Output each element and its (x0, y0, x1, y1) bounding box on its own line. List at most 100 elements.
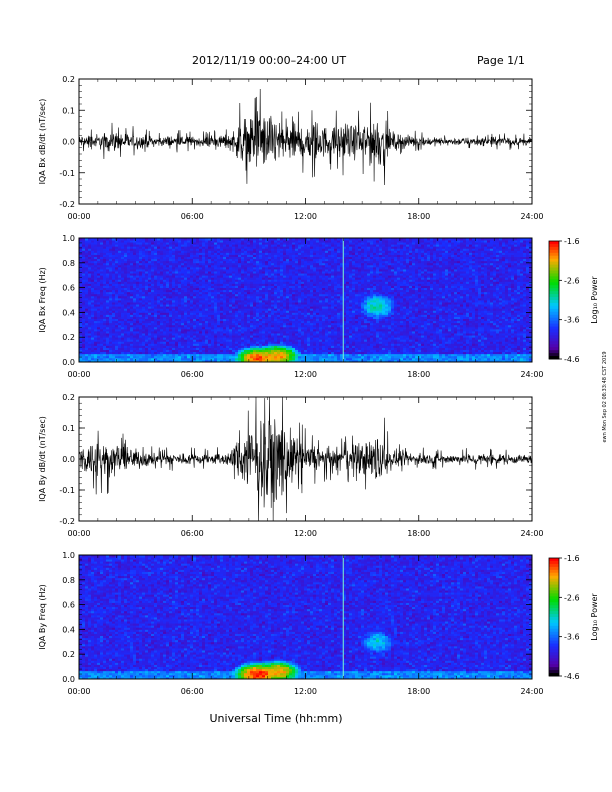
heatmap-cell (82, 258, 86, 262)
heatmap-cell (91, 264, 95, 268)
heatmap-cell (85, 324, 89, 328)
heatmap-cell (85, 349, 89, 353)
heatmap-cell (133, 289, 137, 293)
heatmap-cell (103, 304, 107, 307)
heatmap-cell (100, 291, 104, 295)
heatmap-cell (85, 271, 89, 274)
heatmap-cell (82, 316, 86, 319)
heatmap-cell (91, 248, 95, 251)
heatmap-cell (106, 291, 110, 295)
heatmap-cell (82, 312, 86, 315)
heatmap-cell (112, 331, 116, 334)
heatmap-cell (82, 353, 86, 357)
heatmap-cell (103, 285, 107, 288)
heatmap-cell (112, 273, 116, 276)
heatmap-cell (106, 297, 110, 301)
heatmap-cell (115, 316, 119, 319)
heatmap-cell (115, 269, 119, 272)
heatmap-cell (97, 318, 101, 322)
heatmap-cell (124, 347, 128, 350)
heatmap-cell (85, 277, 89, 280)
heatmap-cell (124, 283, 128, 286)
heatmap-cell (91, 357, 95, 361)
heatmap-cell (118, 347, 122, 350)
heatmap-cell (97, 279, 101, 282)
heatmap-cell (91, 273, 95, 276)
heatmap-cell (112, 260, 116, 264)
heatmap-cell (94, 351, 98, 355)
heatmap-cell (106, 269, 110, 272)
heatmap-cell (82, 355, 86, 359)
heatmap-cell (106, 262, 110, 266)
heatmap-cell (88, 316, 92, 319)
heatmap-cell (118, 252, 122, 255)
heatmap-cell (85, 248, 89, 251)
heatmap-cell (127, 252, 131, 255)
x-tick-label: 12:00 (294, 212, 317, 221)
heatmap-cell (127, 322, 131, 326)
heatmap-cell (121, 324, 125, 328)
heatmap-cell (79, 328, 83, 332)
heatmap-cell (127, 300, 131, 303)
heatmap-cell (91, 328, 95, 332)
heatmap-cell (124, 256, 128, 260)
heatmap-cell (97, 246, 101, 249)
trace-line (78, 89, 533, 185)
heatmap-cell (100, 275, 104, 278)
heatmap-cell (121, 244, 125, 247)
heatmap-cell (106, 322, 110, 326)
heatmap-cell (79, 341, 83, 344)
heatmap-cell (82, 273, 86, 276)
heatmap-cell (124, 306, 128, 309)
heatmap-cell (94, 285, 98, 288)
heatmap-cell (136, 269, 140, 272)
heatmap-cell (100, 269, 104, 272)
heatmap-cell (100, 357, 104, 361)
heatmap-cell (88, 258, 92, 262)
heatmap-cell (112, 246, 116, 249)
heatmap-cell (79, 258, 83, 262)
heatmap-cell (139, 322, 143, 326)
heatmap-cell (82, 295, 86, 299)
heatmap-cell (115, 242, 119, 245)
heatmap-cell (112, 291, 116, 295)
heatmap-cell (103, 252, 107, 255)
heatmap-cell (91, 322, 95, 326)
heatmap-cell (115, 345, 119, 348)
heatmap-cell (118, 285, 122, 288)
heatmap-cell (97, 293, 101, 297)
heatmap-cell (130, 328, 134, 332)
heatmap-cell (97, 269, 101, 272)
heatmap-cell (139, 341, 143, 344)
heatmap-cell (88, 312, 92, 315)
heatmap-cell (100, 281, 104, 284)
heatmap-cell (136, 339, 140, 342)
heatmap-cell (91, 333, 95, 336)
heatmap-cell (91, 289, 95, 293)
heatmap-cell (88, 238, 92, 241)
heatmap-cell (109, 295, 113, 299)
heatmap-cell (106, 359, 110, 363)
heatmap-cell (88, 351, 92, 355)
heatmap-cell (94, 347, 98, 350)
heatmap-cell (97, 347, 101, 350)
heatmap-cell (130, 297, 134, 301)
heatmap-cell (112, 266, 116, 270)
heatmap-cell (85, 345, 89, 348)
heatmap-cell (118, 314, 122, 317)
heatmap-cell (79, 335, 83, 338)
heatmap-cell (106, 238, 110, 241)
heatmap-cell (94, 246, 98, 249)
heatmap-cell (88, 359, 92, 363)
heatmap-cell (133, 266, 137, 270)
heatmap-cell (100, 244, 104, 247)
heatmap-cell (91, 355, 95, 359)
heatmap-cell (139, 324, 143, 328)
heatmap-cell (103, 326, 107, 330)
heatmap-cell (88, 302, 92, 305)
heatmap-cell (100, 341, 104, 344)
heatmap-cell (133, 250, 137, 253)
heatmap-cell (91, 283, 95, 286)
heatmap-cell (121, 300, 125, 303)
heatmap-cell (136, 295, 140, 299)
